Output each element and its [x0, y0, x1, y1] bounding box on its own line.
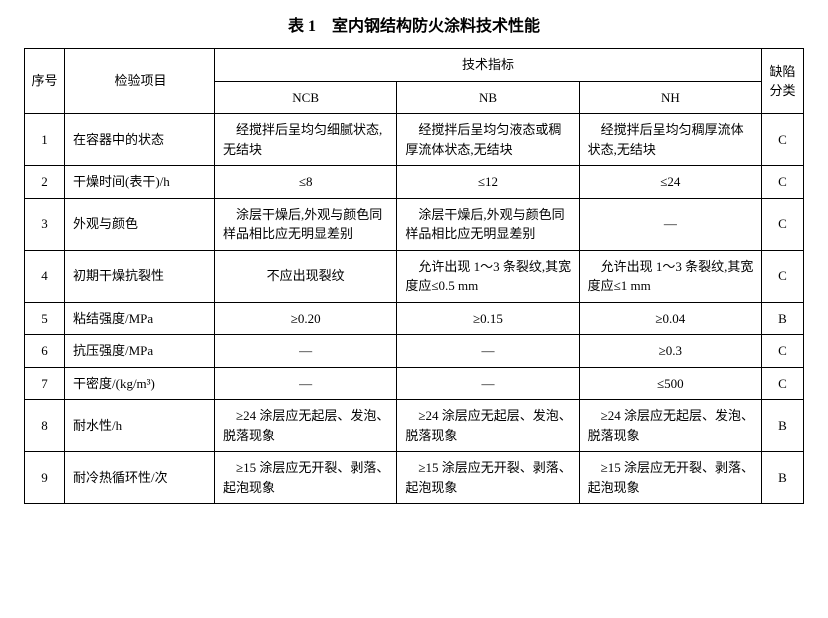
cell-nh: ≥0.3: [579, 335, 761, 368]
table-row: 2干燥时间(表干)/h≤8≤12≤24C: [25, 166, 804, 199]
table-title: 表 1 室内钢结构防火涂料技术性能: [24, 12, 804, 36]
header-defect: 缺陷分类: [762, 49, 804, 114]
cell-nh: 经搅拌后呈均匀稠厚流体状态,无结块: [579, 114, 761, 166]
cell-seq: 2: [25, 166, 65, 199]
cell-nh: —: [579, 198, 761, 250]
cell-defect: B: [762, 452, 804, 504]
header-nh: NH: [579, 81, 761, 114]
cell-seq: 9: [25, 452, 65, 504]
cell-seq: 8: [25, 400, 65, 452]
cell-nh: 允许出现 1～3 条裂纹,其宽度应≤1 mm: [579, 250, 761, 302]
cell-defect: C: [762, 198, 804, 250]
cell-item: 抗压强度/MPa: [65, 335, 215, 368]
cell-nh: ≥0.04: [579, 302, 761, 335]
cell-item: 在容器中的状态: [65, 114, 215, 166]
header-row-1: 序号 检验项目 技术指标 缺陷分类: [25, 49, 804, 82]
cell-ncb: 经搅拌后呈均匀细腻状态,无结块: [215, 114, 397, 166]
cell-seq: 6: [25, 335, 65, 368]
cell-defect: C: [762, 367, 804, 400]
table-row: 3外观与颜色 涂层干燥后,外观与颜色同样品相比应无明显差别 涂层干燥后,外观与颜…: [25, 198, 804, 250]
header-ncb: NCB: [215, 81, 397, 114]
cell-ncb: 不应出现裂纹: [215, 250, 397, 302]
cell-nb: —: [397, 367, 579, 400]
cell-seq: 1: [25, 114, 65, 166]
cell-defect: B: [762, 400, 804, 452]
header-seq: 序号: [25, 49, 65, 114]
cell-seq: 5: [25, 302, 65, 335]
table-row: 9耐冷热循环性/次 ≥15 涂层应无开裂、剥落、起泡现象 ≥15 涂层应无开裂、…: [25, 452, 804, 504]
cell-nb: ≥0.15: [397, 302, 579, 335]
spec-table: 序号 检验项目 技术指标 缺陷分类 NCB NB NH 1在容器中的状态 经搅拌…: [24, 48, 804, 504]
cell-defect: C: [762, 335, 804, 368]
cell-ncb: 涂层干燥后,外观与颜色同样品相比应无明显差别: [215, 198, 397, 250]
cell-nh: ≥15 涂层应无开裂、剥落、起泡现象: [579, 452, 761, 504]
cell-nh: ≤24: [579, 166, 761, 199]
cell-nb: 允许出现 1～3 条裂纹,其宽度应≤0.5 mm: [397, 250, 579, 302]
cell-defect: B: [762, 302, 804, 335]
table-row: 1在容器中的状态 经搅拌后呈均匀细腻状态,无结块 经搅拌后呈均匀液态或稠厚流体状…: [25, 114, 804, 166]
table-row: 5粘结强度/MPa≥0.20≥0.15≥0.04B: [25, 302, 804, 335]
table-row: 4初期干燥抗裂性不应出现裂纹 允许出现 1～3 条裂纹,其宽度应≤0.5 mm …: [25, 250, 804, 302]
cell-ncb: —: [215, 335, 397, 368]
cell-item: 耐冷热循环性/次: [65, 452, 215, 504]
cell-nb: ≥15 涂层应无开裂、剥落、起泡现象: [397, 452, 579, 504]
cell-nb: ≤12: [397, 166, 579, 199]
header-item: 检验项目: [65, 49, 215, 114]
cell-item: 耐水性/h: [65, 400, 215, 452]
cell-seq: 7: [25, 367, 65, 400]
cell-item: 干密度/(kg/m³): [65, 367, 215, 400]
cell-nb: —: [397, 335, 579, 368]
cell-ncb: —: [215, 367, 397, 400]
cell-item: 粘结强度/MPa: [65, 302, 215, 335]
cell-ncb: ≥15 涂层应无开裂、剥落、起泡现象: [215, 452, 397, 504]
cell-ncb: ≥24 涂层应无起层、发泡、脱落现象: [215, 400, 397, 452]
cell-defect: C: [762, 114, 804, 166]
cell-nb: 涂层干燥后,外观与颜色同样品相比应无明显差别: [397, 198, 579, 250]
cell-ncb: ≤8: [215, 166, 397, 199]
header-tech: 技术指标: [215, 49, 762, 82]
table-row: 6抗压强度/MPa——≥0.3C: [25, 335, 804, 368]
header-nb: NB: [397, 81, 579, 114]
table-body: 1在容器中的状态 经搅拌后呈均匀细腻状态,无结块 经搅拌后呈均匀液态或稠厚流体状…: [25, 114, 804, 504]
cell-defect: C: [762, 166, 804, 199]
cell-nb: ≥24 涂层应无起层、发泡、脱落现象: [397, 400, 579, 452]
table-row: 7干密度/(kg/m³)——≤500C: [25, 367, 804, 400]
cell-nh: ≤500: [579, 367, 761, 400]
cell-defect: C: [762, 250, 804, 302]
cell-nb: 经搅拌后呈均匀液态或稠厚流体状态,无结块: [397, 114, 579, 166]
cell-seq: 3: [25, 198, 65, 250]
cell-nh: ≥24 涂层应无起层、发泡、脱落现象: [579, 400, 761, 452]
table-row: 8耐水性/h ≥24 涂层应无起层、发泡、脱落现象 ≥24 涂层应无起层、发泡、…: [25, 400, 804, 452]
cell-ncb: ≥0.20: [215, 302, 397, 335]
cell-seq: 4: [25, 250, 65, 302]
cell-item: 外观与颜色: [65, 198, 215, 250]
cell-item: 初期干燥抗裂性: [65, 250, 215, 302]
cell-item: 干燥时间(表干)/h: [65, 166, 215, 199]
